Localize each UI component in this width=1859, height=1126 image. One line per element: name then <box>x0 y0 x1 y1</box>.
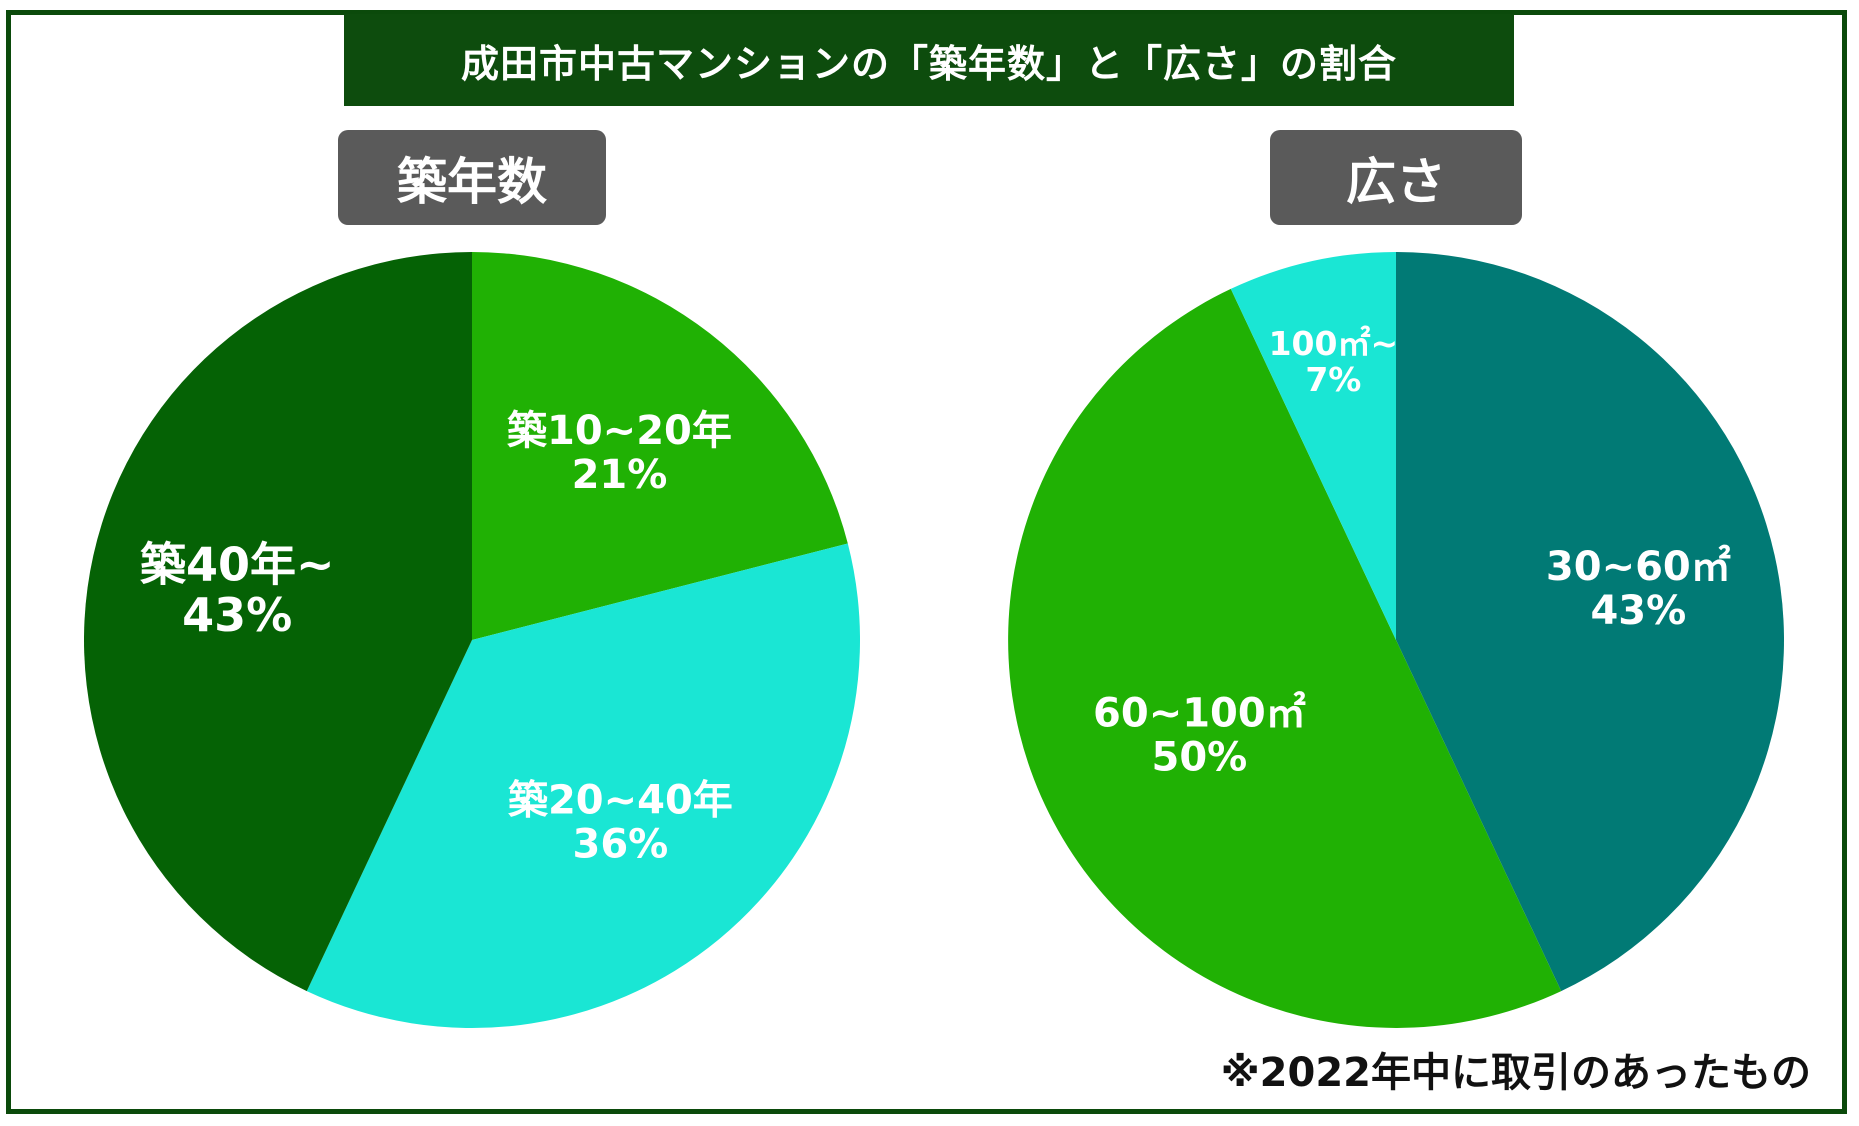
slice-percent-label: 43% <box>182 588 292 642</box>
pie-slice <box>1008 288 1562 1028</box>
slice-percent-label: 7% <box>1305 360 1361 399</box>
pie-slice <box>1230 252 1396 640</box>
slice-label: 100㎡~ <box>1269 324 1399 363</box>
slice-label: 築10~20年 <box>507 408 732 454</box>
footnote: ※2022年中に取引のあったもの <box>1220 1050 1811 1096</box>
slice-percent-label: 21% <box>572 452 668 498</box>
chart-title-building-age: 築年数 <box>338 130 606 225</box>
pie-slice <box>472 252 848 640</box>
chart-title-floor-area: 広さ <box>1270 130 1522 225</box>
slice-label: 30~60㎡ <box>1546 544 1731 590</box>
slice-percent-label: 36% <box>573 821 669 867</box>
figure-title: 成田市中古マンションの「築年数」と「広さ」の割合 <box>344 14 1514 106</box>
pie-slice <box>306 543 861 1028</box>
slice-label: 60~100㎡ <box>1093 691 1306 737</box>
pie-slice <box>83 251 473 992</box>
slice-label: 築20~40年 <box>508 777 733 823</box>
pie-slice <box>1396 252 1784 992</box>
slice-percent-label: 43% <box>1590 588 1686 634</box>
slice-percent-label: 50% <box>1152 735 1248 781</box>
slice-label: 築40年~ <box>140 538 335 592</box>
